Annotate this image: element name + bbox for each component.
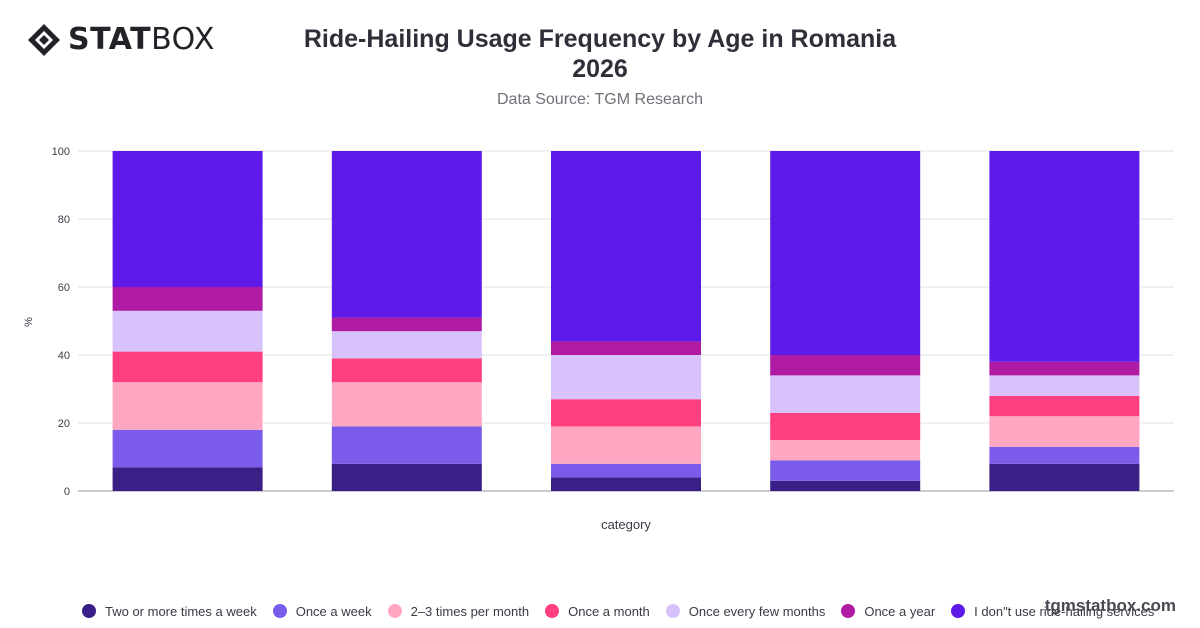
y-tick-label: 80 [58,214,70,226]
bar-segment[interactable] [989,395,1140,417]
legend-label: Once a year [864,603,936,619]
bar-segment[interactable] [112,351,263,383]
x-axis-label: category [601,517,651,532]
legend-swatch [82,604,96,618]
bar-segment[interactable] [112,429,263,468]
bar-segment[interactable] [770,440,921,461]
bar-segment[interactable] [551,426,701,464]
bar-segment[interactable] [551,399,701,427]
legend-swatch [545,604,560,618]
watermark: tgmstatbox.com [1044,596,1176,615]
bar-segment[interactable] [112,151,263,287]
bar-segment[interactable] [989,375,1140,396]
legend-swatch [665,604,680,618]
chart-title-line-2: 2026 [572,55,628,83]
legend-label: Two or more times a week [105,603,257,619]
legend-label: Once every few months [688,603,826,619]
bar-segment[interactable] [770,355,921,376]
bar-segment[interactable] [770,375,921,413]
bar-segment[interactable] [331,426,482,464]
y-tick-label: 100 [52,146,70,158]
bar-segment[interactable] [551,151,701,342]
bar-segment[interactable] [331,317,482,332]
legend-swatch [951,604,966,618]
legend-item[interactable]: Once a year [841,604,935,619]
legend-swatch [387,604,402,618]
legend-label: I don"t use ride-hailing services [974,603,1155,619]
bar-segment[interactable] [989,446,1140,464]
chart-title: Ride-Hailing Usage Frequency by Age in R… [250,24,950,84]
statbox-diamond-icon [28,24,60,56]
bar-segment[interactable] [331,331,482,359]
y-axis-ticks: 0 20 40 60 80 100 [52,146,70,498]
chart-subtitle: Data Source: TGM Research [496,91,703,108]
chart-legend: Two or more times a week Once a week 2–3 t… [82,600,1170,622]
legend-item[interactable]: I don"t use ride-hailing services [951,604,1154,619]
legend-item[interactable]: Once a month [545,604,650,619]
bar-segment[interactable] [770,412,921,440]
bar-segment[interactable] [770,480,921,491]
bar-segment[interactable] [112,310,263,352]
bar-segment[interactable] [112,287,263,311]
legend-label: 2–3 times per month [410,603,530,619]
legend-item[interactable]: Two or more times a week [82,604,257,619]
legend-item[interactable]: Once a week [272,603,372,619]
bar-segment[interactable] [770,460,921,481]
bar-segment[interactable] [551,463,701,478]
bar-segment[interactable] [331,463,482,491]
bar-segment[interactable] [770,151,921,355]
y-axis-label: % [23,317,35,327]
legend-swatch [272,604,287,618]
bar-segment[interactable] [331,151,482,318]
bar-segment[interactable] [551,341,701,355]
legend-label: Once a month [568,603,650,619]
y-tick-label: 20 [58,418,70,430]
chart-title-line-1: Ride-Hailing Usage Frequency by Age in R… [303,25,897,53]
bar-segment[interactable] [989,416,1140,447]
bar-segment[interactable] [551,355,701,400]
bar-segment[interactable] [112,467,263,491]
y-tick-label: 0 [64,486,70,498]
logo-wordmark: STATBOX [68,22,215,57]
legend-swatch [841,604,856,618]
y-tick-label: 60 [58,282,70,294]
bar-segment[interactable] [331,358,482,383]
bar-segment[interactable] [989,361,1140,376]
bar-segment[interactable] [551,477,701,491]
y-tick-label: 40 [58,350,70,362]
legend-item[interactable]: Once every few months [665,603,826,619]
bar-segment[interactable] [331,382,482,427]
legend-item[interactable]: 2–3 times per month [387,603,530,619]
bar-segment[interactable] [112,382,263,430]
legend-label: Once a week [295,603,372,619]
bars [112,151,1140,491]
statbox-logo: STATBOX [26,22,215,58]
bar-segment[interactable] [989,151,1140,362]
bar-segment[interactable] [989,463,1140,491]
